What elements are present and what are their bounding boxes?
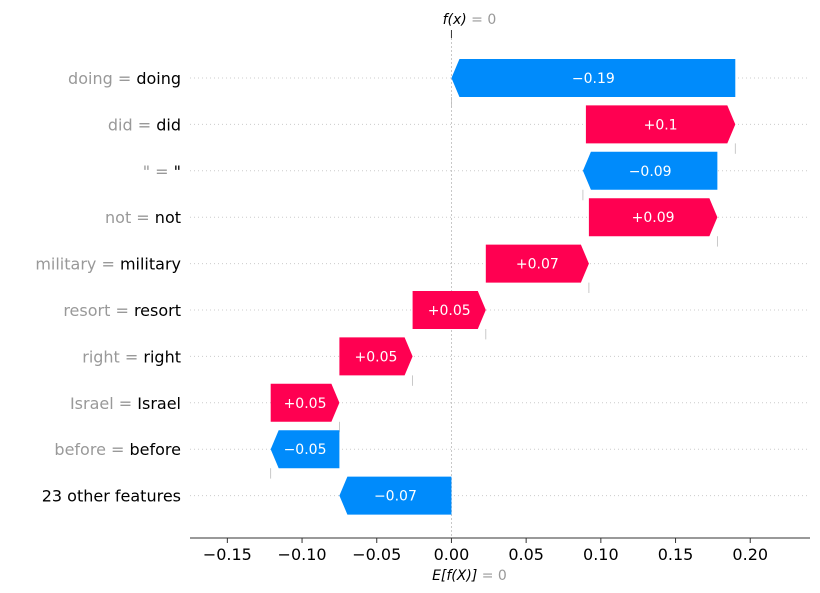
feature-label: Israel = Israel [70, 394, 181, 413]
positive-bar [412, 291, 486, 329]
bar-value-label: +0.07 [516, 257, 559, 273]
bars-group: −0.19 +0.1 −0.09 +0.09 +0.07 +0.05 +0.05 +0.05 −… [270, 59, 736, 515]
base-value-label: E[f(X)] = 0 [432, 568, 507, 584]
x-tick-label: 0.20 [732, 545, 768, 564]
feature-value-text: not = [105, 208, 155, 227]
feature-name-text: not [155, 208, 181, 227]
x-tick-label: 0.05 [508, 545, 544, 564]
feature-name-text: doing [136, 69, 181, 88]
negative-bar [339, 476, 452, 515]
bar-value-label: +0.1 [644, 117, 678, 133]
efx-symbol: E[f(X)] [432, 568, 477, 584]
feature-label: doing = doing [68, 69, 181, 88]
feature-value-text: Israel = [70, 394, 137, 413]
x-tick-label: 0.15 [658, 545, 694, 564]
feature-label: right = right [82, 347, 181, 366]
feature-label: 23 other features [42, 487, 181, 506]
x-axis: −0.15 −0.10 −0.05 0.00 0.05 0.10 0.15 0.20 [190, 537, 810, 564]
feature-value-text: right = [82, 347, 143, 366]
bar-value-label: −0.09 [629, 164, 672, 180]
feature-label: " = " [143, 162, 181, 181]
feature-name-text: military [120, 255, 181, 274]
feature-name-text: " [174, 162, 181, 181]
fx-value: = 0 [467, 12, 497, 28]
bar-value-label: −0.19 [572, 71, 615, 87]
feature-label: did = did [108, 115, 181, 134]
x-tick-label: 0.00 [434, 545, 470, 564]
bar-value-label: −0.05 [284, 442, 327, 458]
bar-value-label: +0.05 [284, 396, 327, 412]
feature-label: not = not [105, 208, 181, 227]
positive-bar [485, 244, 589, 283]
feature-value-text: doing = [68, 69, 136, 88]
fx-symbol: f(x) [443, 12, 467, 28]
feature-name-text: Israel [137, 394, 181, 413]
feature-value-text: did = [108, 115, 156, 134]
x-tick-label: 0.10 [583, 545, 619, 564]
feature-label: military = military [35, 255, 181, 274]
x-tick-label: −0.05 [352, 545, 401, 564]
positive-bar [588, 198, 718, 237]
feature-value-text: before = [54, 440, 129, 459]
efx-value: = 0 [477, 568, 507, 584]
feature-name-text: before [130, 440, 182, 459]
feature-value-text: " = [143, 162, 174, 181]
negative-bar [582, 151, 718, 190]
feature-name-text: right [143, 347, 181, 366]
x-tick-label: −0.10 [278, 545, 327, 564]
feature-label: before = before [54, 440, 181, 459]
x-tick-label: −0.15 [203, 545, 252, 564]
negative-bar [270, 430, 340, 469]
bar-value-label: +0.09 [632, 210, 675, 226]
bar-value-label: −0.07 [374, 489, 417, 505]
feature-label: resort = resort [63, 301, 181, 320]
feature-value-text: military = [35, 255, 120, 274]
bar-value-label: +0.05 [428, 303, 471, 319]
positive-bar [339, 337, 413, 376]
feature-name-text: resort [134, 301, 181, 320]
negative-bar [451, 59, 736, 97]
bar-value-label: +0.05 [355, 349, 398, 365]
feature-name-text: did [156, 115, 181, 134]
feature-labels: doing = doing did = did " = " not = not mili… [35, 69, 181, 506]
feature-name-text: 23 other features [42, 487, 181, 506]
positive-bar [585, 105, 736, 144]
positive-bar [270, 383, 340, 422]
output-value-label: f(x) = 0 [443, 12, 497, 28]
feature-value-text: resort = [63, 301, 134, 320]
